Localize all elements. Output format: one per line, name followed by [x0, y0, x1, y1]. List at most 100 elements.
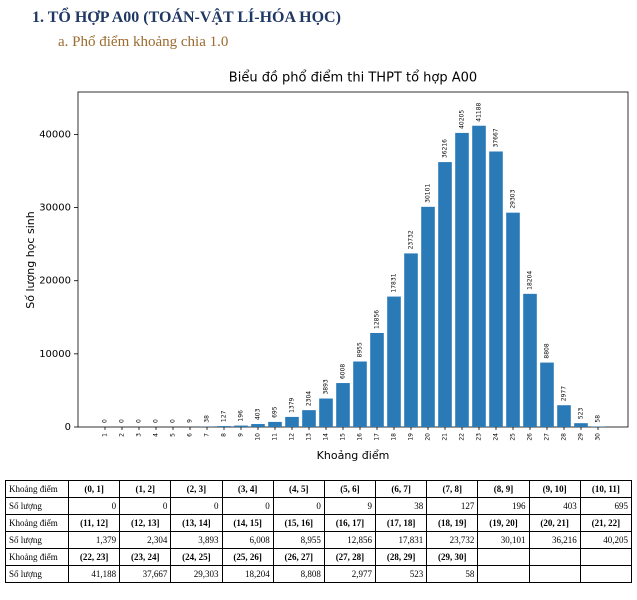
count-cell: 0: [221, 497, 274, 515]
bar: [285, 416, 299, 427]
bar: [319, 398, 333, 427]
data-label: 12856: [374, 310, 381, 329]
range-cell: (3, 4]: [221, 480, 274, 498]
x-tick-label: 6: [187, 433, 194, 437]
data-label: 1379: [289, 397, 296, 412]
row-header: Khoảng điểm: [5, 548, 69, 566]
count-cell: 1,379: [67, 531, 121, 549]
range-cell: (24, 25]: [170, 548, 223, 566]
plot-frame: [77, 91, 629, 428]
range-cell: (20, 21]: [528, 514, 581, 532]
range-cell: (15, 16]: [272, 514, 325, 532]
bar: [353, 361, 367, 427]
x-tick-label: 20: [425, 433, 432, 441]
count-cell: 403: [528, 497, 581, 515]
count-cell: 37,667: [119, 565, 172, 583]
range-cell: (2, 3]: [170, 480, 223, 498]
count-cell: 40,205: [579, 531, 633, 549]
range-cell: [528, 548, 581, 566]
data-label: 523: [578, 408, 585, 420]
table-row: Khoảng điểm (22, 23] (23, 24] (24, 25] (25, …: [5, 548, 633, 566]
count-cell: 12,856: [323, 531, 377, 549]
bar: [489, 151, 503, 427]
x-tick-label: 7: [204, 433, 211, 437]
data-label: 36216: [442, 139, 449, 158]
bar: [438, 162, 452, 427]
x-tick-label: 30: [595, 433, 602, 441]
count-cell: 695: [579, 497, 633, 515]
bar: [506, 212, 520, 427]
range-cell: (27, 28]: [323, 548, 377, 566]
data-label: 0: [119, 419, 126, 423]
data-label: 37667: [493, 128, 500, 147]
count-cell: 30,101: [477, 531, 530, 549]
chart: Biểu đồ phổ điểm thi THPT tổ hợp A00 Kho…: [24, 71, 629, 462]
range-cell: (18, 19]: [426, 514, 479, 532]
data-label: 0: [153, 419, 160, 423]
range-cell: (5, 6]: [323, 480, 377, 498]
count-cell: 0: [119, 497, 172, 515]
section-title: 1. TỔ HỢP A00 (TOÁN-VẬT LÍ-HÓA HỌC): [32, 9, 341, 26]
range-cell: (13, 14]: [170, 514, 223, 532]
x-tick-label: 2: [119, 433, 126, 437]
x-tick-label: 23: [476, 433, 483, 441]
row-header: Số lượng: [5, 531, 69, 549]
bar: [557, 405, 571, 427]
x-tick-label: 21: [442, 433, 449, 441]
x-tick-label: 5: [170, 433, 177, 437]
count-cell: 8,808: [272, 565, 325, 583]
row-header: Số lượng: [5, 497, 69, 515]
count-cell: 2,977: [323, 565, 377, 583]
range-cell: (4, 5]: [272, 480, 325, 498]
count-cell: 8,955: [272, 531, 325, 549]
data-label: 9: [187, 419, 194, 423]
count-cell: 17,831: [375, 531, 428, 549]
count-cell: 29,303: [170, 565, 223, 583]
bar: [370, 332, 384, 427]
x-tick-label: 3: [136, 433, 143, 437]
bar: [421, 206, 435, 427]
range-cell: (6, 7]: [375, 480, 428, 498]
data-label: 403: [255, 408, 262, 420]
y-axis-label: Số lượng học sinh: [24, 211, 37, 308]
range-cell: (19, 20]: [477, 514, 530, 532]
range-cell: (22, 23]: [67, 548, 121, 566]
range-cell: (17, 18]: [375, 514, 428, 532]
data-label: 40205: [459, 110, 466, 129]
table-row: Số lượng 1,379 2,304 3,893 6,008 8,955 12,856 1…: [5, 531, 633, 549]
bar: [455, 132, 469, 427]
range-cell: (11, 12]: [67, 514, 121, 532]
data-label: 127: [221, 410, 228, 422]
x-tick-label: 24: [493, 433, 500, 441]
data-label: 58: [595, 415, 602, 423]
data-label: 6008: [340, 364, 347, 379]
count-cell: 3,893: [170, 531, 223, 549]
data-label: 38: [204, 415, 211, 423]
row-header: Số lượng: [5, 565, 69, 583]
bar: [234, 425, 248, 427]
data-label: 18204: [527, 271, 534, 290]
y-tick-label: 20000: [39, 276, 71, 287]
x-tick-label: 14: [323, 433, 330, 441]
count-cell: 6,008: [221, 531, 274, 549]
bar: [336, 383, 350, 427]
range-cell: (9, 10]: [528, 480, 581, 498]
count-cell: 523: [375, 565, 428, 583]
range-cell: (8, 9]: [477, 480, 530, 498]
count-cell: 0: [170, 497, 223, 515]
count-cell: 127: [426, 497, 479, 515]
x-tick-label: 4: [153, 433, 160, 437]
count-cell: 196: [477, 497, 530, 515]
x-tick-label: 8: [221, 433, 228, 437]
range-cell: (7, 8]: [426, 480, 479, 498]
table-row: Số lượng 0 0 0 0 0 9 38 127 196 403 695: [5, 497, 633, 515]
x-tick-label: 17: [374, 433, 381, 441]
x-tick-label: 18: [391, 433, 398, 441]
count-cell: [477, 565, 530, 583]
x-tick-label: 12: [289, 433, 296, 441]
count-cell: 0: [272, 497, 325, 515]
x-tick-label: 27: [544, 433, 551, 441]
x-axis-label: Khoảng điểm: [317, 449, 390, 462]
range-cell: (1, 2]: [119, 480, 172, 498]
